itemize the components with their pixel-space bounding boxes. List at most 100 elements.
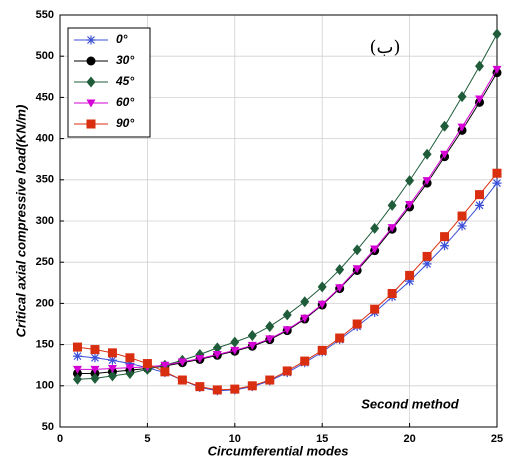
marker: [72, 351, 82, 361]
marker: [107, 355, 117, 365]
marker: [230, 336, 240, 348]
y-axis-label: Critical axial compressive load(KN/m): [13, 105, 28, 338]
marker: [352, 319, 362, 329]
marker: [422, 259, 432, 269]
marker: [457, 91, 467, 103]
x-tick-label: 0: [57, 433, 63, 445]
marker: [422, 251, 432, 261]
marker: [335, 284, 345, 293]
marker: [72, 373, 82, 385]
marker: [90, 365, 100, 374]
marker: [107, 348, 117, 358]
marker: [265, 320, 275, 332]
marker: [160, 361, 170, 370]
y-tick-label: 350: [36, 174, 54, 186]
series-line: [77, 172, 498, 391]
marker: [387, 224, 397, 233]
x-tick-label: 20: [403, 433, 415, 445]
marker: [247, 381, 257, 391]
legend-label: 0°: [116, 32, 128, 46]
legend-label: 30°: [116, 53, 134, 67]
marker: [86, 56, 96, 66]
marker: [352, 244, 362, 256]
marker: [177, 358, 187, 367]
marker: [317, 281, 327, 293]
marker: [265, 335, 275, 344]
marker: [107, 364, 117, 373]
marker: [86, 99, 96, 108]
marker: [440, 120, 450, 132]
marker: [177, 375, 187, 385]
marker: [387, 289, 397, 299]
marker: [492, 178, 502, 188]
y-tick-label: 400: [36, 133, 54, 145]
y-tick-label: 150: [36, 339, 54, 351]
marker: [300, 314, 310, 323]
marker: [422, 177, 432, 186]
marker: [300, 356, 310, 366]
marker: [335, 264, 345, 276]
marker: [370, 304, 380, 314]
marker: [282, 366, 292, 376]
y-tick-label: 500: [36, 50, 54, 62]
marker: [282, 309, 292, 321]
marker: [230, 384, 240, 394]
marker: [457, 221, 467, 231]
marker: [212, 350, 222, 359]
x-tick-label: 25: [491, 433, 503, 445]
marker: [492, 168, 502, 178]
marker: [422, 148, 432, 160]
x-axis-label: Circumferential modes: [208, 443, 349, 458]
marker: [247, 341, 257, 350]
x-tick-label: 5: [144, 433, 150, 445]
marker: [405, 201, 415, 210]
marker: [475, 95, 485, 104]
marker: [265, 375, 275, 385]
marker: [72, 342, 82, 352]
y-tick-label: 550: [36, 9, 54, 21]
x-tick-label: 10: [229, 433, 241, 445]
marker: [142, 359, 152, 369]
y-tick-label: 300: [36, 215, 54, 227]
marker: [125, 367, 135, 379]
marker: [370, 245, 380, 254]
marker: [282, 326, 292, 335]
legend-label: 60°: [116, 95, 134, 109]
marker: [370, 222, 380, 234]
marker: [492, 65, 502, 74]
y-tick-label: 50: [42, 421, 54, 433]
marker: [440, 232, 450, 242]
y-tick-label: 450: [36, 91, 54, 103]
legend-label: 45°: [115, 74, 134, 88]
marker: [160, 367, 170, 377]
marker: [335, 333, 345, 343]
marker: [352, 265, 362, 274]
marker: [475, 190, 485, 200]
marker: [86, 35, 96, 45]
marker: [317, 300, 327, 309]
marker: [107, 370, 117, 382]
plot-frame: [59, 14, 498, 428]
marker: [317, 345, 327, 355]
marker: [300, 296, 310, 308]
marker: [90, 353, 100, 363]
y-tick-label: 100: [36, 380, 54, 392]
marker: [387, 199, 397, 211]
marker: [475, 60, 485, 72]
marker: [125, 359, 135, 369]
marker: [212, 342, 222, 354]
marker: [86, 119, 96, 129]
marker: [247, 330, 257, 342]
marker: [457, 211, 467, 221]
marker: [475, 200, 485, 210]
marker: [90, 372, 100, 384]
y-tick-label: 200: [36, 297, 54, 309]
marker: [90, 345, 100, 355]
series-line: [77, 182, 498, 392]
marker: [440, 241, 450, 251]
marker: [405, 276, 415, 286]
marker: [195, 355, 205, 364]
x-tick-label: 15: [316, 433, 328, 445]
marker: [230, 346, 240, 355]
marker: [492, 28, 502, 40]
